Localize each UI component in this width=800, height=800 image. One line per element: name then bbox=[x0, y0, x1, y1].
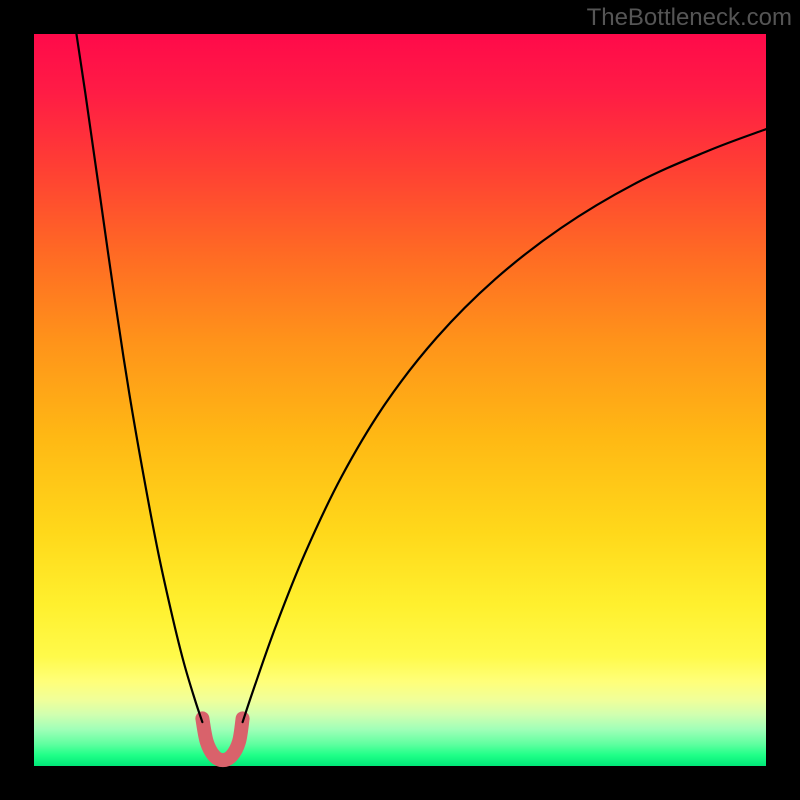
plot-svg-layer bbox=[0, 0, 800, 800]
trough-u-marker bbox=[202, 718, 242, 760]
curve-left-branch bbox=[76, 34, 202, 722]
watermark-text: TheBottleneck.com bbox=[587, 4, 792, 32]
curve-right-branch bbox=[243, 129, 766, 722]
